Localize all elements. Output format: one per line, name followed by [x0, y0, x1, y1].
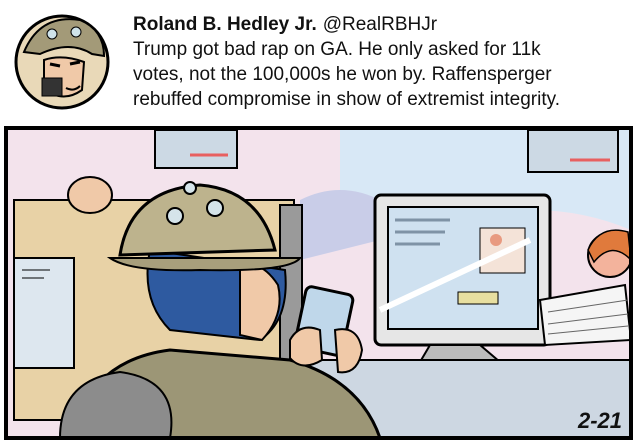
tweet-header: Roland B. Hedley Jr. @RealRBHJr — [133, 14, 438, 35]
panel-date: 2-21 — [577, 408, 622, 433]
scene — [6, 128, 632, 438]
author-handle: @RealRBHJr — [323, 14, 438, 35]
tweet-line: rebuffed compromise in show of extremist… — [133, 89, 560, 110]
avatar — [16, 16, 108, 108]
tweet-line: Trump got bad rap on GA. He only asked f… — [133, 39, 541, 60]
tweet-line: votes, not the 100,000s he won by. Raffe… — [133, 64, 552, 85]
author-name: Roland B. Hedley Jr. — [133, 14, 317, 35]
comic-panel: Roland B. Hedley Jr. @RealRBHJr Trump got… — [0, 0, 637, 444]
